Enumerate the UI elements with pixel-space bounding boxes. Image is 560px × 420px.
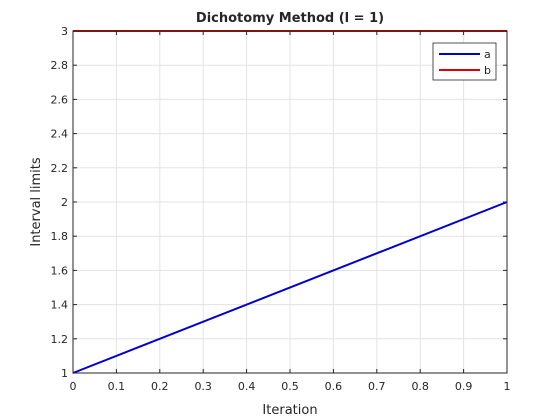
y-tick-label: 3 — [61, 25, 68, 38]
x-tick-label: 0.4 — [238, 380, 256, 393]
legend-label-a: a — [484, 48, 491, 61]
legend-box — [432, 42, 497, 81]
y-tick-label: 1.2 — [51, 333, 69, 346]
y-tick-label: 2.8 — [51, 59, 69, 72]
y-tick-label: 2.4 — [51, 128, 69, 141]
x-tick-label: 0.7 — [368, 380, 386, 393]
series-line-a — [72, 201, 508, 374]
y-tick-label: 1.6 — [51, 264, 69, 277]
axis-ticks — [72, 30, 508, 374]
x-tick-label: 0.5 — [281, 380, 299, 393]
x-tick-label: 0.1 — [108, 380, 126, 393]
y-tick-label: 2 — [61, 196, 68, 209]
y-tick-label: 1.4 — [51, 299, 69, 312]
x-tick-label: 0.9 — [455, 380, 473, 393]
legend-label-b: b — [484, 64, 491, 77]
x-tick-label: 0.3 — [194, 380, 212, 393]
y-tick-label: 1.8 — [51, 230, 69, 243]
x-tick-label: 0.6 — [325, 380, 343, 393]
y-tick-label: 1 — [61, 367, 68, 380]
legend: ab — [432, 42, 497, 81]
x-tick-label: 0.2 — [151, 380, 169, 393]
tick-labels: 0 0.1 0.2 0.3 0.4 0.5 0.6 0.7 0.8 0.9 1 1 1.2 1.4 1.6 1… — [51, 25, 511, 393]
x-tick-label: 0 — [70, 380, 77, 393]
y-axis-label: Interval limits — [29, 157, 44, 247]
chart-title: Dichotomy Method (l = 1) — [196, 11, 384, 26]
x-tick-label: 1 — [504, 380, 511, 393]
y-tick-label: 2.6 — [51, 93, 69, 106]
x-tick-label: 0.8 — [411, 380, 429, 393]
x-axis-label: Iteration — [262, 403, 317, 418]
y-tick-label: 2.2 — [51, 162, 69, 175]
